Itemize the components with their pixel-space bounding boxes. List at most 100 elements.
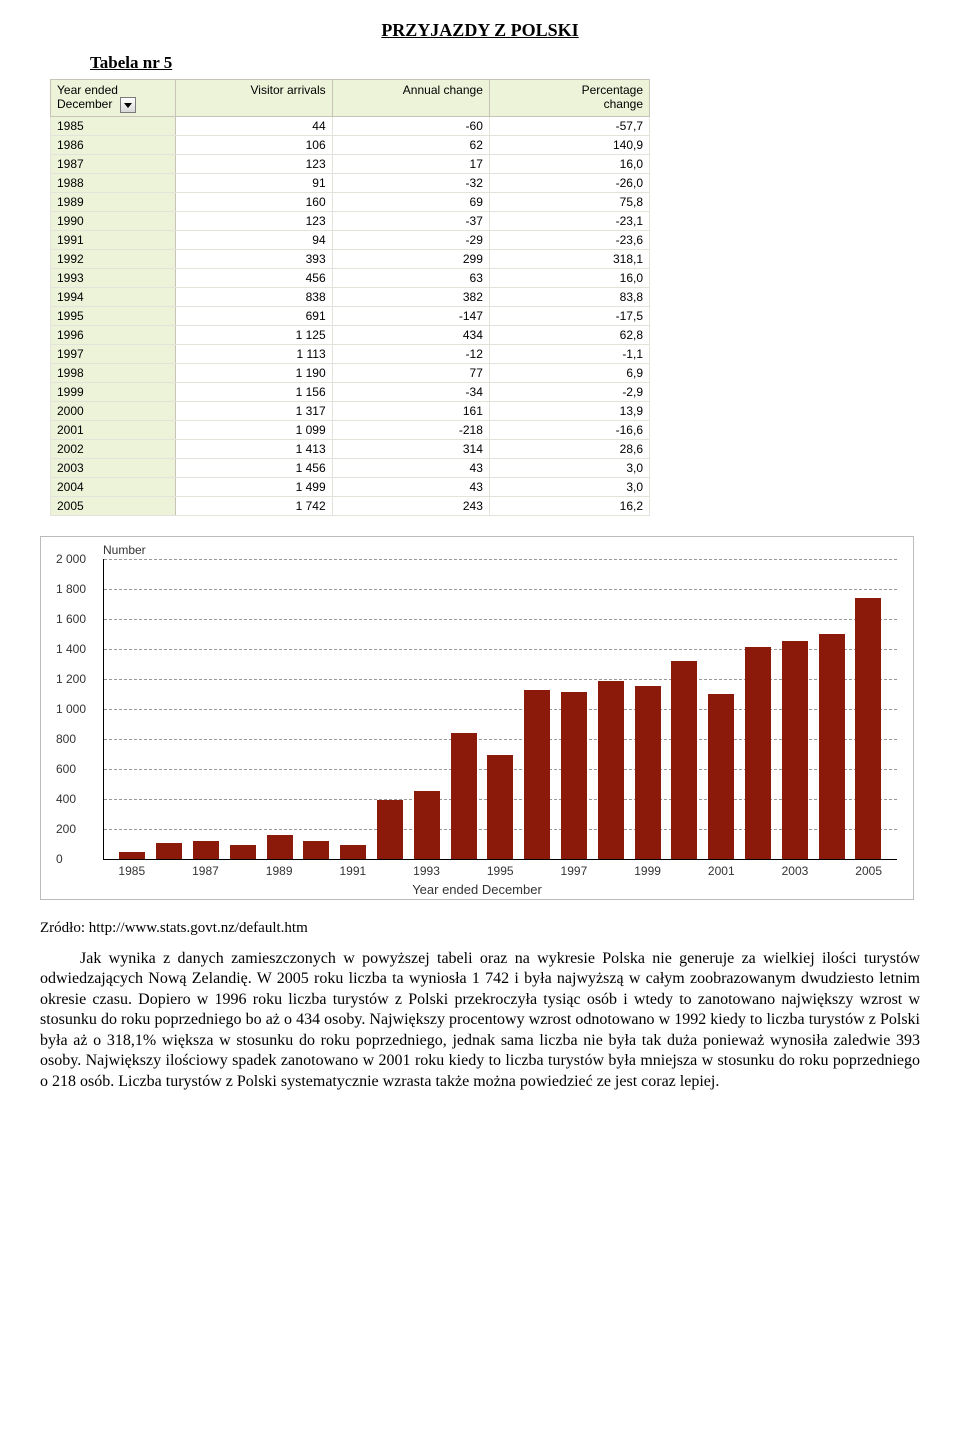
cell-visitor: 160: [175, 193, 332, 212]
cell-year: 1992: [51, 250, 176, 269]
bar: [708, 694, 734, 859]
cell-year: 1998: [51, 364, 176, 383]
cell-visitor: 1 156: [175, 383, 332, 402]
cell-visitor: 1 413: [175, 440, 332, 459]
chart-y-label: Number: [103, 543, 907, 557]
table-row: 1990123-37-23,1: [51, 212, 650, 231]
y-tick-label: 1 000: [56, 702, 86, 716]
table-row: 199194-29-23,6: [51, 231, 650, 250]
table-row: 198610662140,9: [51, 136, 650, 155]
bar: [230, 845, 256, 859]
table-row: 19871231716,0: [51, 155, 650, 174]
x-tick-label: [524, 864, 550, 878]
cell-visitor: 91: [175, 174, 332, 193]
col-header-year-line2: December: [57, 97, 112, 111]
table-row: 20011 099-218-16,6: [51, 421, 650, 440]
col-header-year-line1: Year ended: [57, 83, 118, 97]
y-tick-label: 2 000: [56, 552, 86, 566]
cell-annual: 243: [332, 497, 489, 516]
table-row: 19934566316,0: [51, 269, 650, 288]
table-row: 20041 499433,0: [51, 478, 650, 497]
table-row: 19991 156-34-2,9: [51, 383, 650, 402]
cell-visitor: 456: [175, 269, 332, 288]
y-tick-label: 0: [56, 852, 63, 866]
bar: [487, 755, 513, 859]
x-tick-label: [745, 864, 771, 878]
cell-percent: 3,0: [489, 478, 649, 497]
x-tick-label: [229, 864, 255, 878]
table-row: 19891606975,8: [51, 193, 650, 212]
cell-year: 1989: [51, 193, 176, 212]
table-row: 1992393299318,1: [51, 250, 650, 269]
cell-percent: 16,0: [489, 269, 649, 288]
y-tick-label: 600: [56, 762, 76, 776]
cell-visitor: 123: [175, 155, 332, 174]
table-row: 198544-60-57,7: [51, 117, 650, 136]
cell-percent: -2,9: [489, 383, 649, 402]
x-tick-label: 2003: [782, 864, 808, 878]
cell-annual: 77: [332, 364, 489, 383]
table-row: 19971 113-12-1,1: [51, 345, 650, 364]
bar: [414, 791, 440, 859]
cell-year: 2000: [51, 402, 176, 421]
cell-visitor: 123: [175, 212, 332, 231]
table-row: 1995691-147-17,5: [51, 307, 650, 326]
cell-percent: -23,1: [489, 212, 649, 231]
x-tick-label: [155, 864, 181, 878]
cell-visitor: 1 742: [175, 497, 332, 516]
year-dropdown-icon[interactable]: [120, 97, 136, 113]
cell-percent: 75,8: [489, 193, 649, 212]
cell-annual: 63: [332, 269, 489, 288]
y-tick-label: 1 400: [56, 642, 86, 656]
x-tick-label: 2001: [708, 864, 734, 878]
col-header-year[interactable]: Year ended December: [51, 80, 176, 117]
cell-annual: -147: [332, 307, 489, 326]
cell-year: 1990: [51, 212, 176, 231]
x-tick-label: [597, 864, 623, 878]
bar: [193, 841, 219, 859]
cell-percent: -16,6: [489, 421, 649, 440]
cell-percent: 28,6: [489, 440, 649, 459]
cell-year: 2003: [51, 459, 176, 478]
bar: [119, 852, 145, 859]
cell-visitor: 393: [175, 250, 332, 269]
x-tick-label: 1999: [634, 864, 660, 878]
cell-visitor: 106: [175, 136, 332, 155]
cell-visitor: 691: [175, 307, 332, 326]
cell-percent: 13,9: [489, 402, 649, 421]
cell-percent: -1,1: [489, 345, 649, 364]
body-paragraph: Jak wynika z danych zamieszczonych w pow…: [40, 949, 920, 1092]
cell-visitor: 838: [175, 288, 332, 307]
cell-annual: -12: [332, 345, 489, 364]
y-tick-label: 400: [56, 792, 76, 806]
bar: [524, 690, 550, 859]
cell-percent: -26,0: [489, 174, 649, 193]
cell-annual: -32: [332, 174, 489, 193]
bars-container: [104, 559, 897, 859]
cell-visitor: 1 499: [175, 478, 332, 497]
cell-percent: 140,9: [489, 136, 649, 155]
x-tick-label: 1985: [118, 864, 144, 878]
x-tick-label: 1989: [266, 864, 292, 878]
cell-year: 1997: [51, 345, 176, 364]
arrivals-chart: Number 02004006008001 0001 2001 4001 600…: [40, 536, 914, 900]
x-tick-label: 1995: [487, 864, 513, 878]
cell-annual: -37: [332, 212, 489, 231]
bar: [745, 647, 771, 859]
cell-year: 1988: [51, 174, 176, 193]
cell-percent: -17,5: [489, 307, 649, 326]
table-row: 20021 41331428,6: [51, 440, 650, 459]
bar: [855, 598, 881, 859]
cell-visitor: 1 317: [175, 402, 332, 421]
bar: [598, 681, 624, 860]
col-header-percent-line1: Percentage: [582, 83, 643, 97]
cell-year: 1986: [51, 136, 176, 155]
table-row: 198891-32-26,0: [51, 174, 650, 193]
x-tick-label: 1993: [413, 864, 439, 878]
col-header-percent-line2: change: [604, 97, 643, 111]
bar: [635, 686, 661, 859]
col-header-visitor: Visitor arrivals: [175, 80, 332, 117]
col-header-percent: Percentage change: [489, 80, 649, 117]
bar: [303, 841, 329, 859]
cell-annual: 382: [332, 288, 489, 307]
